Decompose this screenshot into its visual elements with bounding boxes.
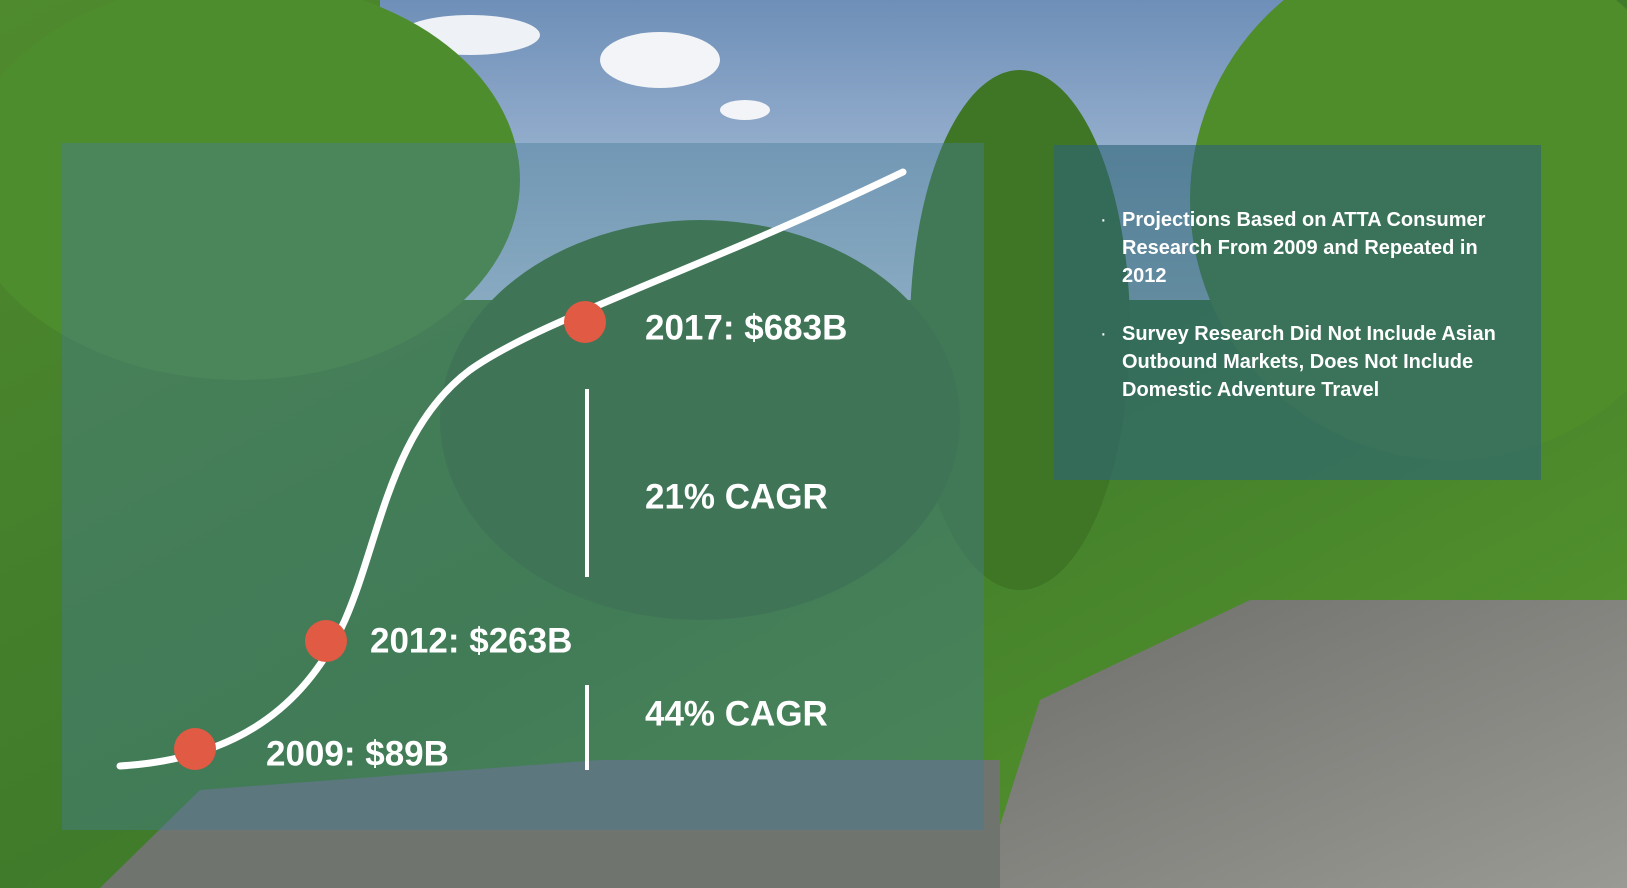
note-bullet: Survey Research Did Not Include Asian Ou… (1122, 320, 1522, 404)
milestone-label: 2009: $89B (266, 734, 449, 773)
milestone-label: 2012: $263B (370, 621, 572, 660)
milestone-dot (174, 728, 216, 770)
rate-label: 44% CAGR (645, 694, 828, 733)
milestone-label: 2017: $683B (645, 308, 847, 347)
milestone-dot (564, 301, 606, 343)
slide-canvas: 2009: $89B 2012: $263B 2017: $683B 44% C… (0, 0, 1627, 888)
notes-panel (1054, 145, 1541, 480)
note-bullet: Projections Based on ATTA Consumer Resea… (1122, 206, 1522, 290)
milestone-dot (305, 620, 347, 662)
chart-panel (62, 143, 984, 830)
rate-label: 21% CAGR (645, 477, 828, 516)
slide: 2009: $89B 2012: $263B 2017: $683B 44% C… (0, 0, 1627, 888)
